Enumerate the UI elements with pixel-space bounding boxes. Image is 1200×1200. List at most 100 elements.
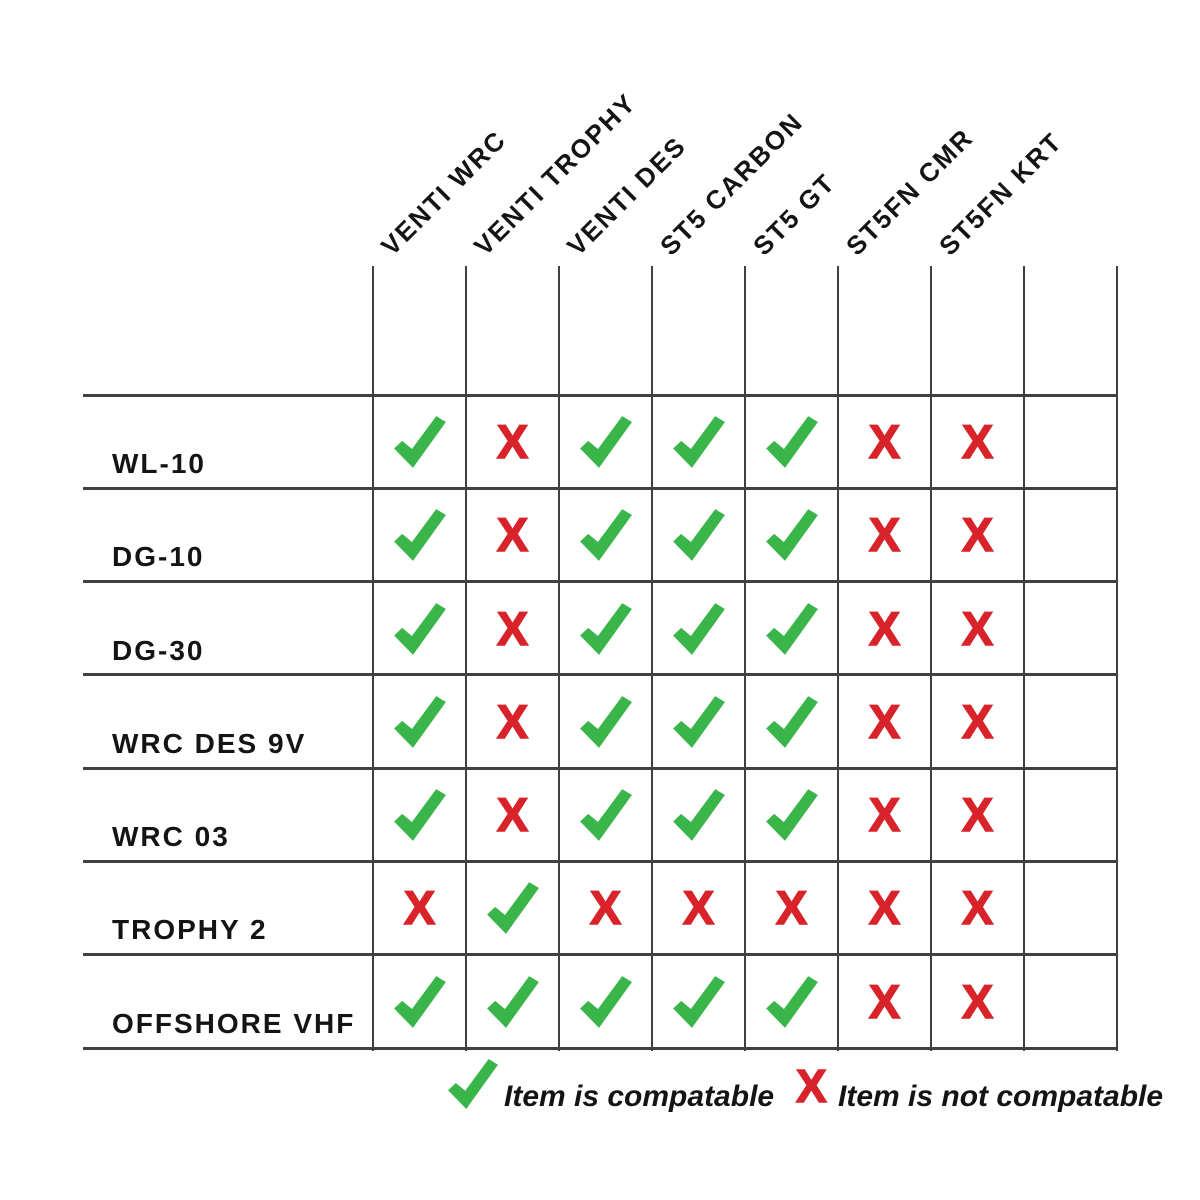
row-label: OFFSHORE VHF	[112, 1008, 356, 1039]
cell	[652, 582, 745, 675]
x-icon: X	[868, 415, 901, 468]
x-icon: X	[868, 695, 901, 748]
x-icon: X	[775, 881, 808, 934]
cell	[559, 675, 652, 768]
cell: X	[466, 582, 559, 675]
x-icon: X	[868, 602, 901, 655]
cell: X	[466, 768, 559, 861]
x-icon: X	[496, 788, 529, 841]
grid-line-horizontal	[83, 1047, 1118, 1050]
check-icon	[579, 788, 632, 841]
cell: X	[838, 488, 931, 581]
check-icon	[765, 975, 818, 1028]
cell: X	[931, 395, 1024, 488]
cell: X	[838, 768, 931, 861]
cell: X	[838, 582, 931, 675]
cell: X	[466, 675, 559, 768]
cell-empty	[1024, 395, 1117, 488]
check-icon	[579, 975, 632, 1028]
cell-empty	[1024, 488, 1117, 581]
cell	[745, 675, 838, 768]
cell	[373, 955, 466, 1048]
cell	[745, 768, 838, 861]
x-icon: X	[682, 881, 715, 934]
check-icon	[393, 415, 446, 468]
cell: X	[466, 488, 559, 581]
x-icon: X	[496, 602, 529, 655]
column-header-label: VENTI TROPHY	[468, 87, 643, 262]
row-label: WRC 03	[112, 821, 230, 852]
check-icon	[672, 788, 725, 841]
x-icon: X	[496, 695, 529, 748]
cell-empty	[1024, 768, 1117, 861]
cell: X	[745, 861, 838, 954]
x-icon: X	[868, 881, 901, 934]
cell	[373, 488, 466, 581]
x-icon: X	[868, 788, 901, 841]
check-icon	[486, 975, 539, 1028]
x-icon: X	[589, 881, 622, 934]
cell-empty	[1024, 955, 1117, 1048]
check-icon	[672, 975, 725, 1028]
cell	[745, 395, 838, 488]
row-label: DG-30	[112, 635, 205, 666]
cell: X	[931, 768, 1024, 861]
x-icon: X	[868, 508, 901, 561]
cell: X	[466, 395, 559, 488]
cell	[559, 768, 652, 861]
cell: X	[652, 861, 745, 954]
cell: X	[559, 861, 652, 954]
grid-line-horizontal	[83, 860, 1118, 863]
x-icon: X	[868, 975, 901, 1028]
legend-compatible-label: Item is compatable	[504, 1080, 775, 1113]
cell: X	[373, 861, 466, 954]
cell: X	[838, 675, 931, 768]
grid-line-vertical	[930, 266, 932, 1051]
cell	[466, 955, 559, 1048]
check-icon	[765, 695, 818, 748]
check-icon	[579, 602, 632, 655]
cell	[745, 955, 838, 1048]
cell	[652, 395, 745, 488]
x-icon: X	[961, 415, 994, 468]
grid-line-horizontal	[83, 767, 1118, 770]
cell	[373, 675, 466, 768]
x-icon: X	[961, 602, 994, 655]
check-icon	[393, 602, 446, 655]
cell: X	[838, 861, 931, 954]
row-label: TROPHY 2	[112, 914, 268, 945]
cell	[652, 675, 745, 768]
cell	[652, 488, 745, 581]
grid-line-horizontal	[83, 953, 1118, 956]
grid-line-vertical	[651, 266, 653, 1051]
x-icon: X	[961, 975, 994, 1028]
check-icon	[393, 695, 446, 748]
grid-line-vertical	[1116, 266, 1118, 1051]
cell	[559, 395, 652, 488]
check-icon	[672, 415, 725, 468]
cell: X	[931, 582, 1024, 675]
check-icon	[579, 508, 632, 561]
grid-line-vertical	[558, 266, 560, 1051]
cell	[559, 582, 652, 675]
check-icon	[672, 695, 725, 748]
grid-line-horizontal	[83, 580, 1118, 583]
check-icon	[393, 975, 446, 1028]
cell-empty	[1024, 582, 1117, 675]
column-header-label: ST5 GT	[747, 167, 842, 262]
check-icon	[765, 508, 818, 561]
grid-line-horizontal	[83, 673, 1118, 676]
x-icon: X	[496, 508, 529, 561]
cell	[559, 955, 652, 1048]
check-icon	[765, 788, 818, 841]
grid-line-vertical	[372, 266, 374, 1051]
cell	[652, 955, 745, 1048]
cell	[745, 488, 838, 581]
cell	[652, 768, 745, 861]
check-icon	[393, 508, 446, 561]
x-icon: X	[403, 881, 436, 934]
check-icon	[765, 415, 818, 468]
cell	[373, 768, 466, 861]
cell: X	[931, 675, 1024, 768]
